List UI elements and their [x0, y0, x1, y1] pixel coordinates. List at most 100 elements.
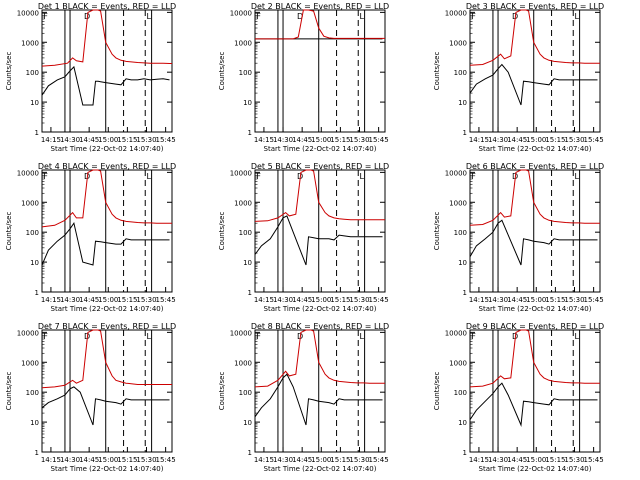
time-marker-label: L — [147, 12, 152, 21]
x-axis-label: Start Time (22-Oct-02 14:07:40) — [479, 465, 592, 473]
y-tick-label: 1000 — [21, 199, 39, 207]
y-axis-label: Counts/sec — [5, 212, 13, 251]
detector-plot-3: Det 3 BLACK = Events, RED = LLD 1 10 100 100… — [433, 2, 604, 153]
y-tick-label: 1000 — [21, 359, 39, 367]
x-tick-label: 15:45 — [156, 136, 176, 144]
time-marker-label: L — [147, 332, 152, 341]
y-tick-label: 10 — [458, 99, 467, 107]
y-axis-label: Counts/sec — [218, 52, 226, 91]
x-axis-label: Start Time (22-Oct-02 14:07:40) — [264, 145, 377, 153]
y-tick-label: 10000 — [445, 329, 467, 337]
y-axis-label: Counts/sec — [218, 212, 226, 251]
y-tick-label: 1 — [35, 129, 39, 137]
x-tick-label: 15:15 — [545, 136, 565, 144]
x-tick-label: 15:45 — [584, 456, 604, 464]
y-axis-label: Counts/sec — [433, 372, 441, 411]
series-events — [41, 221, 170, 266]
x-tick-label: 14:45 — [292, 296, 312, 304]
plot-title: Det 9 BLACK = Events, RED = LLD — [466, 322, 604, 331]
x-tick-label: 15:15 — [117, 456, 137, 464]
x-tick-label: 15:00 — [98, 296, 118, 304]
x-axis-label: Start Time (22-Oct-02 14:07:40) — [264, 465, 377, 473]
series-lld — [41, 169, 172, 228]
x-tick-label: 14:30 — [273, 456, 293, 464]
y-tick-label: 10 — [30, 419, 39, 427]
x-tick-label: 15:15 — [545, 296, 565, 304]
y-tick-label: 10 — [30, 99, 39, 107]
y-tick-label: 10 — [458, 259, 467, 267]
time-marker-label: L — [360, 332, 365, 341]
x-tick-label: 14:30 — [273, 296, 293, 304]
x-axis-label: Start Time (22-Oct-02 14:07:40) — [479, 305, 592, 313]
y-tick-label: 1 — [35, 449, 39, 457]
x-tick-label: 14:45 — [79, 456, 99, 464]
time-marker-label: F — [256, 172, 261, 181]
x-tick-label: 14:45 — [292, 456, 312, 464]
x-tick-label: 14:15 — [254, 136, 274, 144]
y-tick-label: 100 — [239, 69, 252, 77]
x-tick-label: 15:15 — [545, 456, 565, 464]
time-marker-label: L — [575, 172, 580, 181]
series-lld — [469, 169, 600, 226]
x-tick-label: 15:30 — [136, 296, 156, 304]
plot-title: Det 2 BLACK = Events, RED = LLD — [251, 2, 389, 11]
plot-frame — [469, 169, 601, 293]
y-tick-label: 10 — [30, 259, 39, 267]
x-tick-label: 15:00 — [311, 136, 331, 144]
y-tick-label: 100 — [454, 229, 467, 237]
detector-plot-8: Det 8 BLACK = Events, RED = LLD 1 10 100 100… — [218, 322, 389, 473]
y-tick-label: 10000 — [17, 169, 39, 177]
x-tick-label: 15:45 — [584, 136, 604, 144]
x-tick-label: 15:00 — [98, 136, 118, 144]
x-tick-label: 15:30 — [136, 456, 156, 464]
x-tick-label: 14:30 — [60, 456, 80, 464]
time-marker-label: F — [471, 12, 476, 21]
y-tick-label: 1 — [463, 449, 467, 457]
series-events — [469, 219, 598, 266]
x-tick-label: 15:00 — [311, 456, 331, 464]
x-tick-label: 14:45 — [79, 296, 99, 304]
x-tick-label: 14:15 — [41, 456, 61, 464]
plot-title: Det 8 BLACK = Events, RED = LLD — [251, 322, 389, 331]
y-tick-label: 10000 — [230, 329, 252, 337]
x-tick-label: 14:30 — [488, 456, 508, 464]
x-tick-label: 15:15 — [330, 136, 350, 144]
x-tick-label: 15:00 — [526, 136, 546, 144]
time-marker-label: L — [575, 332, 580, 341]
plot-title: Det 1 BLACK = Events, RED = LLD — [38, 2, 176, 11]
series-lld — [41, 329, 172, 389]
x-tick-label: 15:15 — [117, 136, 137, 144]
series-events — [41, 386, 170, 426]
x-tick-label: 15:45 — [369, 456, 389, 464]
y-tick-label: 100 — [26, 389, 39, 397]
plot-frame — [469, 329, 601, 453]
series-lld — [469, 9, 600, 66]
x-tick-label: 15:00 — [526, 456, 546, 464]
plot-frame — [41, 169, 173, 293]
y-tick-label: 1000 — [234, 39, 252, 47]
y-tick-label: 1000 — [234, 359, 252, 367]
y-tick-label: 1 — [248, 289, 252, 297]
x-tick-label: 15:45 — [156, 456, 176, 464]
detector-plot-5: Det 5 BLACK = Events, RED = LLD 1 10 100 100… — [218, 162, 389, 313]
series-lld — [254, 329, 385, 388]
y-tick-label: 1 — [248, 129, 252, 137]
series-events — [469, 382, 598, 427]
plot-frame — [41, 9, 173, 133]
y-axis-label: Counts/sec — [218, 372, 226, 411]
y-tick-label: 10000 — [445, 169, 467, 177]
x-tick-label: 14:15 — [41, 136, 61, 144]
x-tick-label: 15:00 — [311, 296, 331, 304]
x-tick-label: 14:15 — [41, 296, 61, 304]
x-tick-label: 15:30 — [349, 296, 369, 304]
x-tick-label: 15:15 — [330, 296, 350, 304]
time-marker-label: F — [43, 332, 48, 341]
time-marker-label: F — [256, 12, 261, 21]
x-tick-label: 15:15 — [117, 296, 137, 304]
x-tick-label: 14:15 — [469, 296, 489, 304]
x-tick-label: 15:30 — [136, 136, 156, 144]
plot-frame — [41, 329, 173, 453]
y-tick-label: 10 — [243, 99, 252, 107]
y-tick-label: 100 — [454, 389, 467, 397]
x-axis-label: Start Time (22-Oct-02 14:07:40) — [264, 305, 377, 313]
